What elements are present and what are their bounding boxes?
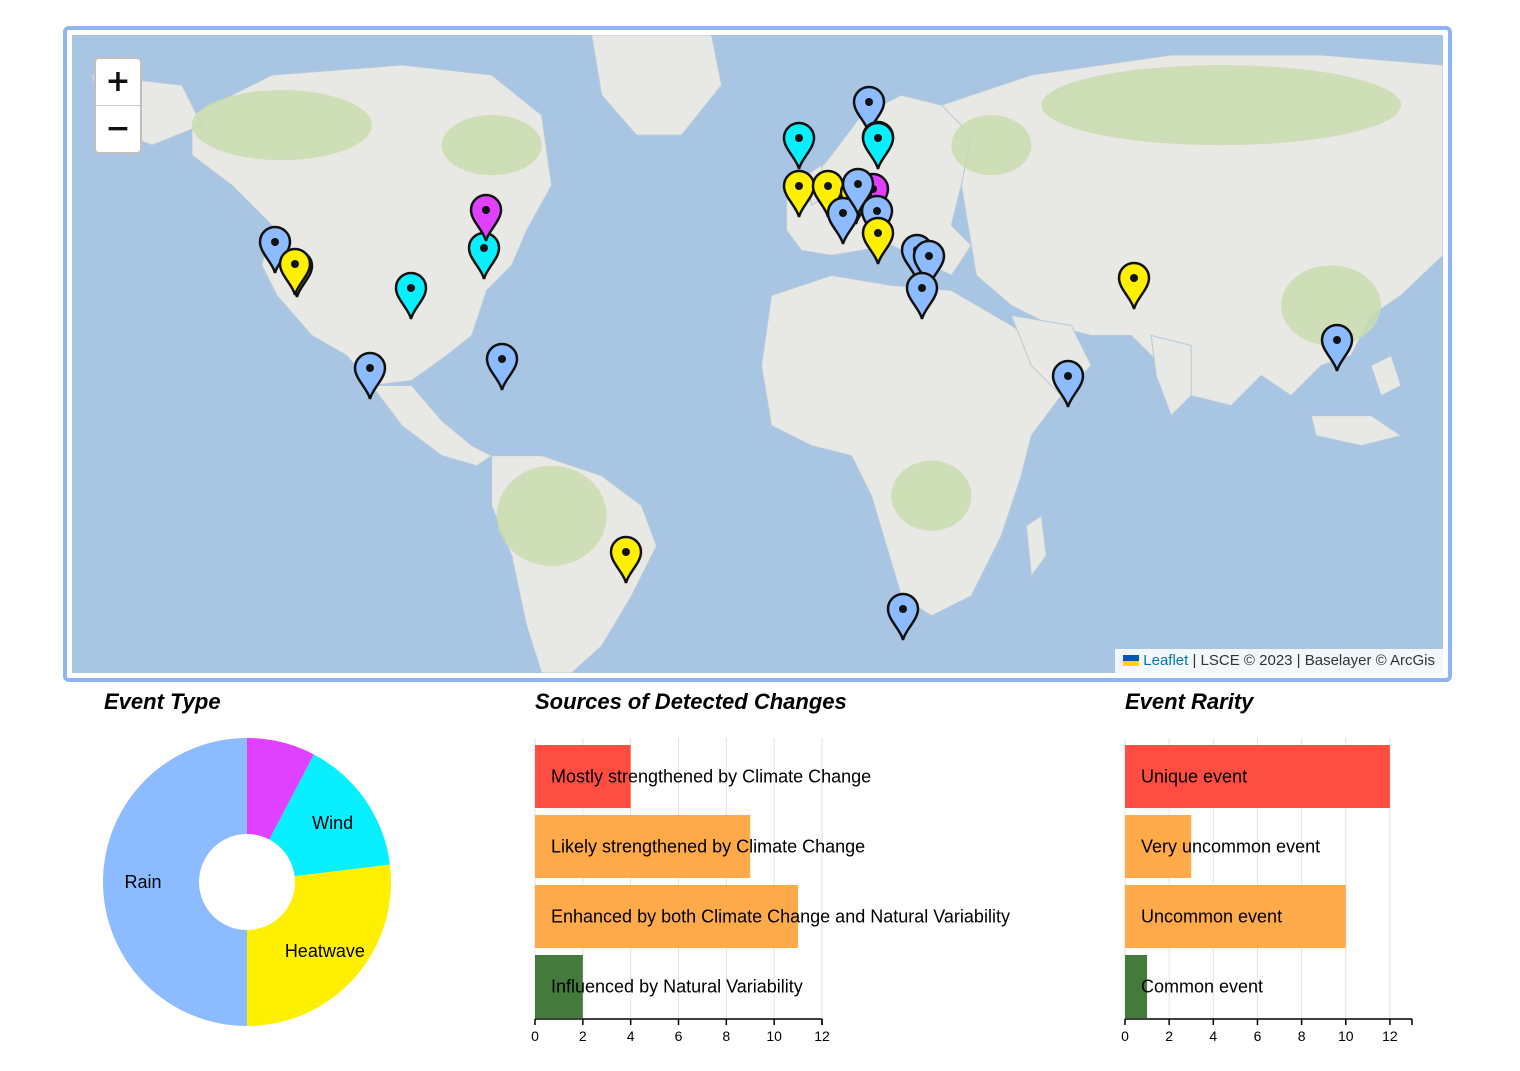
map-marker-heatwave[interactable] <box>780 169 818 219</box>
map-marker-rain[interactable] <box>903 271 941 321</box>
donut-label-wind: Wind <box>312 813 353 833</box>
zoom-out-button[interactable]: − <box>105 111 131 146</box>
map-marker-rain[interactable] <box>884 592 922 642</box>
map-marker-heatwave[interactable] <box>276 247 314 297</box>
map-marker-other[interactable] <box>467 193 505 243</box>
rarity-title: Event Rarity <box>1125 689 1254 714</box>
zoom-control: + − <box>94 57 142 154</box>
sources-bar-label: Influenced by Natural Variability <box>551 977 803 997</box>
rarity-bar-label: Unique event <box>1141 767 1247 787</box>
sources-bar-label: Likely strengthened by Climate Change <box>551 837 865 857</box>
map-basemap <box>72 35 1443 673</box>
sources-tick-label: 12 <box>814 1028 830 1044</box>
donut-slice-other[interactable] <box>247 738 314 840</box>
event-type-donut-chart: Wind Heatwave Rain <box>103 738 391 1026</box>
donut-label-rain: Rain <box>124 872 161 892</box>
sources-tick-label: 10 <box>766 1028 782 1044</box>
map-marker-wind[interactable] <box>392 271 430 321</box>
rarity-tick-label: 2 <box>1165 1028 1173 1044</box>
rarity-bar[interactable] <box>1125 815 1192 878</box>
leaflet-link[interactable]: Leaflet <box>1143 652 1189 669</box>
donut-slice-heatwave[interactable] <box>247 864 391 1026</box>
rarity-bar-label: Very uncommon event <box>1141 837 1320 857</box>
rarity-tick-label: 0 <box>1121 1028 1129 1044</box>
sources-bar[interactable] <box>535 745 631 808</box>
sources-bar-chart: Mostly strengthened by Climate Change Lik… <box>531 738 1010 1044</box>
donut-slice-wind[interactable] <box>269 754 390 877</box>
ukraine-flag-icon <box>1123 655 1140 666</box>
rarity-tick-label: 10 <box>1338 1028 1354 1044</box>
sources-tick-label: 0 <box>531 1028 539 1044</box>
rarity-bar[interactable] <box>1125 885 1346 948</box>
map-marker-heatwave[interactable] <box>859 216 897 266</box>
attribution-text: | LSCE © 2023 | Baselayer © ArcGis <box>1188 652 1435 669</box>
sources-tick-label: 6 <box>675 1028 683 1044</box>
map-marker-heatwave[interactable] <box>607 535 645 585</box>
sources-bar[interactable] <box>535 815 751 878</box>
map-attribution: Leaflet | LSCE © 2023 | Baselayer © ArcG… <box>1115 649 1443 673</box>
rarity-tick-label: 6 <box>1254 1028 1262 1044</box>
donut-slice-rain[interactable] <box>103 738 247 1026</box>
rarity-tick-label: 8 <box>1298 1028 1306 1044</box>
rarity-bar-label: Common event <box>1141 977 1263 997</box>
event-type-title: Event Type <box>104 689 221 714</box>
rarity-bar[interactable] <box>1125 745 1390 808</box>
map-marker-rain[interactable] <box>839 167 877 217</box>
sources-bar[interactable] <box>535 885 799 948</box>
sources-tick-label: 4 <box>627 1028 635 1044</box>
map-marker-rain[interactable] <box>850 85 888 135</box>
map-marker-rain[interactable] <box>824 196 862 246</box>
zoom-in-button[interactable]: + <box>96 59 140 106</box>
sources-title: Sources of Detected Changes <box>535 689 847 714</box>
map-marker-rain[interactable] <box>1318 323 1356 373</box>
map-marker-rain[interactable] <box>483 342 521 392</box>
map-marker-rain[interactable] <box>1049 359 1087 409</box>
sources-tick-label: 2 <box>579 1028 587 1044</box>
map-marker-wind[interactable] <box>780 121 818 171</box>
map-marker-rain[interactable] <box>351 351 389 401</box>
map-frame: + − Leaflet | LSCE © 2023 | Baselayer © … <box>63 26 1452 682</box>
map-marker-heatwave[interactable] <box>1115 261 1153 311</box>
world-map[interactable]: + − Leaflet | LSCE © 2023 | Baselayer © … <box>72 35 1443 673</box>
rarity-tick-label: 12 <box>1382 1028 1398 1044</box>
sources-bar[interactable] <box>535 955 583 1018</box>
donut-label-heatwave: Heatwave <box>285 941 365 961</box>
sources-bar-label: Enhanced by both Climate Change and Natu… <box>551 907 1010 927</box>
map-marker-wind[interactable] <box>859 121 897 171</box>
rarity-tick-label: 4 <box>1209 1028 1217 1044</box>
rarity-bar-label: Uncommon event <box>1141 907 1282 927</box>
rarity-bar-chart: Unique event Very uncommon event Uncommon … <box>1121 738 1413 1044</box>
sources-bar-label: Mostly strengthened by Climate Change <box>551 767 871 787</box>
rarity-bar[interactable] <box>1125 955 1148 1018</box>
map-marker-rain[interactable] <box>910 239 948 289</box>
sources-tick-label: 8 <box>722 1028 730 1044</box>
